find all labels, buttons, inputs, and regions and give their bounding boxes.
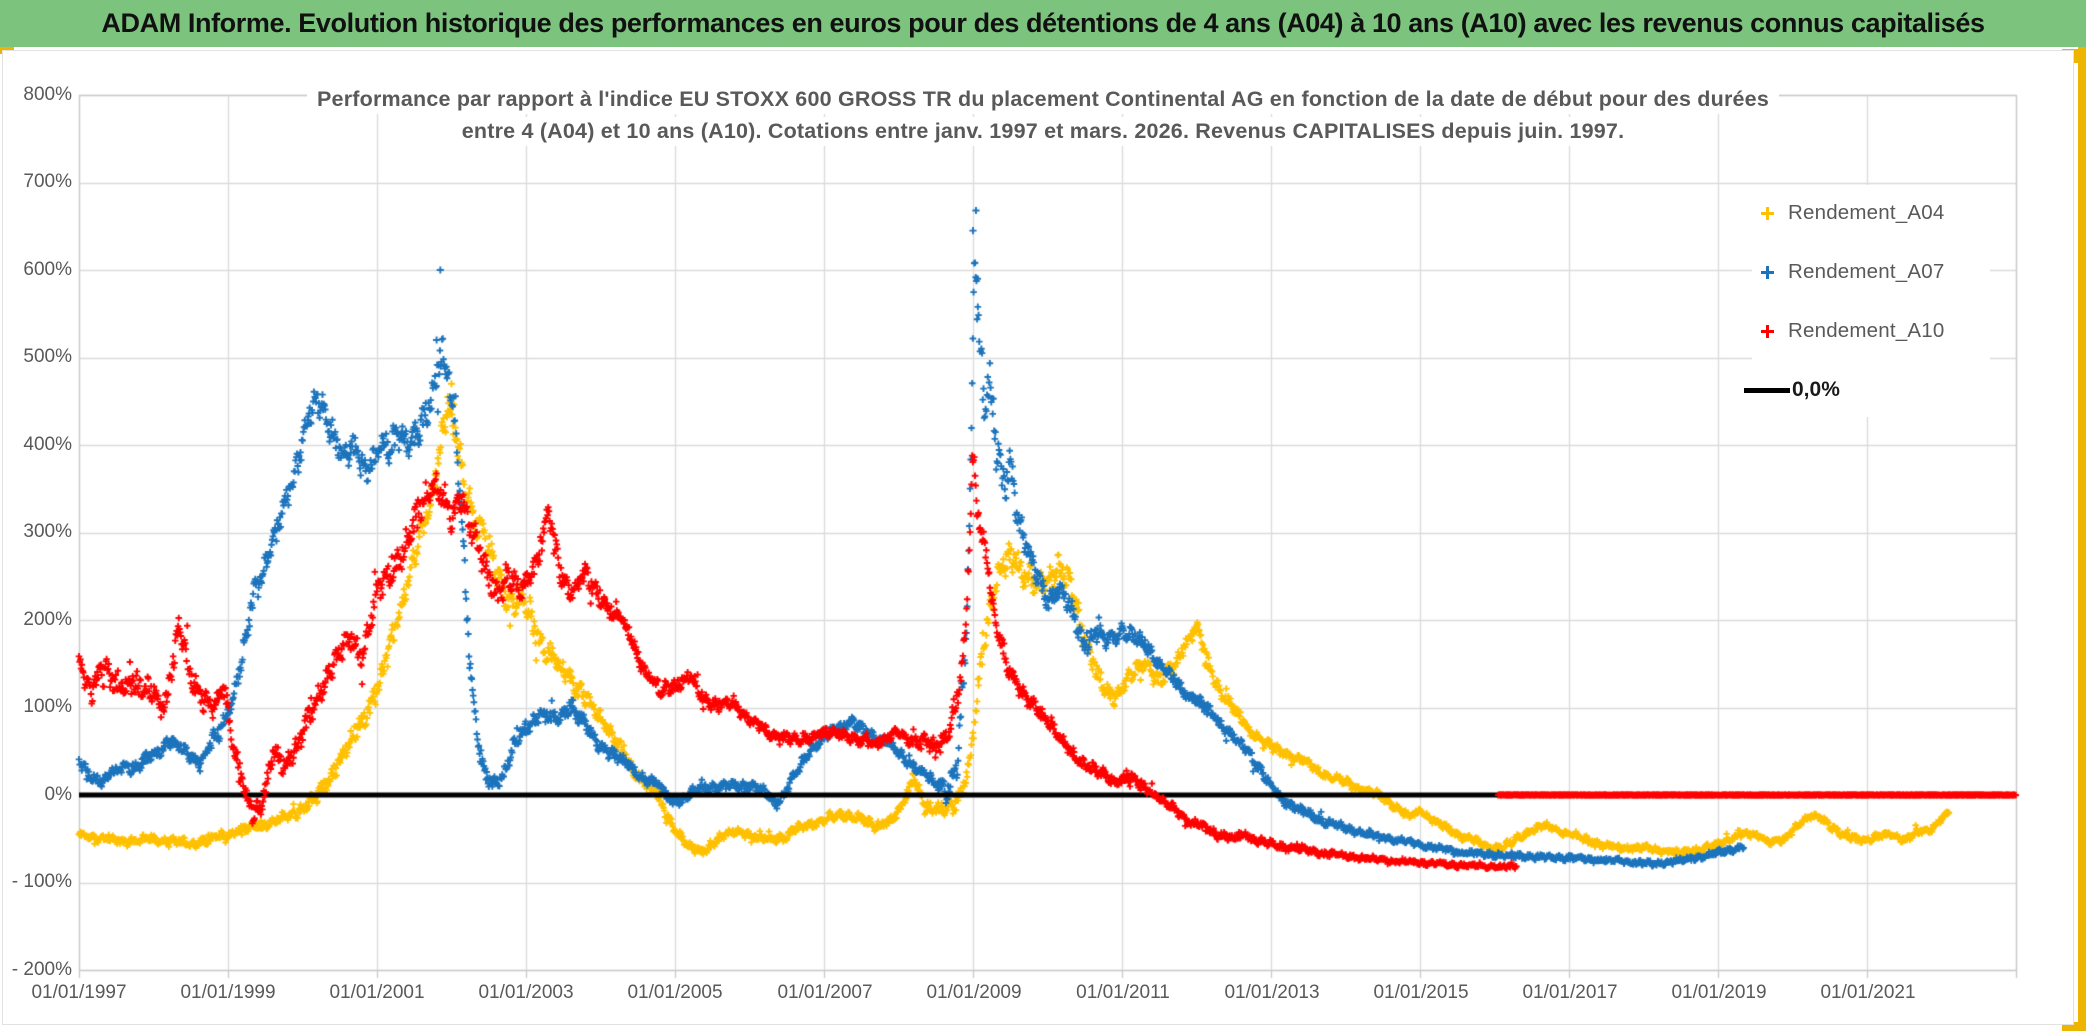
x-tick-label: 01/01/1997 bbox=[31, 982, 127, 1003]
legend-item-rendement-a07[interactable]: Rendement_A07 bbox=[1752, 254, 1990, 290]
x-tick-label: 01/01/2005 bbox=[627, 982, 723, 1003]
y-tick-label: 700% bbox=[23, 171, 72, 192]
legend-label: 0,0% bbox=[1792, 378, 1840, 401]
legend-label: Rendement_A07 bbox=[1788, 260, 1945, 283]
legend[interactable]: Rendement_A04 Rendement_A07 Rendement_A1… bbox=[1744, 185, 1990, 417]
legend-label: Rendement_A10 bbox=[1788, 319, 1945, 342]
x-tick-label: 01/01/2007 bbox=[777, 982, 873, 1003]
y-tick-label: 600% bbox=[23, 259, 72, 280]
y-tick-label: 300% bbox=[23, 521, 72, 542]
legend-item-rendement-a04[interactable]: Rendement_A04 bbox=[1752, 195, 1990, 231]
line-marker-icon bbox=[1744, 387, 1790, 393]
x-tick-label: 01/01/2011 bbox=[1076, 982, 1170, 1003]
y-tick-label: 0% bbox=[44, 784, 72, 805]
y-tick-label: 200% bbox=[23, 609, 72, 630]
x-tick-label: 01/01/2009 bbox=[926, 982, 1022, 1003]
legend-item-rendement-a10[interactable]: Rendement_A10 bbox=[1752, 313, 1990, 349]
x-tick-label: 01/01/2001 bbox=[329, 982, 425, 1003]
x-tick-label: 01/01/2015 bbox=[1373, 982, 1469, 1003]
x-tick-label: 01/01/2017 bbox=[1522, 982, 1618, 1003]
x-tick-label: 01/01/1999 bbox=[180, 982, 276, 1003]
y-tick-label: - 200% bbox=[11, 959, 72, 980]
y-tick-label: 500% bbox=[23, 346, 72, 367]
plus-marker-icon bbox=[1760, 206, 1775, 221]
x-tick-label: 01/01/2013 bbox=[1224, 982, 1320, 1003]
y-tick-label: 400% bbox=[23, 434, 72, 455]
y-tick-label: 800% bbox=[23, 84, 72, 105]
x-tick-label: 01/01/2021 bbox=[1820, 982, 1916, 1003]
plus-marker-icon bbox=[1760, 324, 1775, 339]
x-tick-label: 01/01/2003 bbox=[478, 982, 574, 1003]
y-tick-label: - 100% bbox=[11, 871, 72, 892]
plus-marker-icon bbox=[1760, 265, 1775, 280]
x-tick-label: 01/01/2019 bbox=[1671, 982, 1767, 1003]
legend-label: Rendement_A04 bbox=[1788, 201, 1945, 224]
y-tick-label: 100% bbox=[23, 696, 72, 717]
legend-item-zero-line[interactable]: 0,0% bbox=[1744, 372, 1990, 408]
